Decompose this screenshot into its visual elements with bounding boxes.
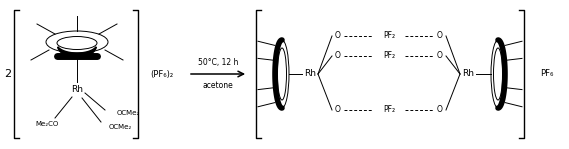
Text: 2: 2 bbox=[5, 69, 11, 79]
Text: PF₂: PF₂ bbox=[383, 31, 395, 41]
Text: acetone: acetone bbox=[203, 82, 233, 90]
Text: O: O bbox=[335, 52, 341, 60]
Text: OCMe₂: OCMe₂ bbox=[109, 124, 132, 130]
Text: PF₂: PF₂ bbox=[383, 52, 395, 60]
Text: OCMe₂: OCMe₂ bbox=[117, 110, 140, 116]
Text: O: O bbox=[437, 52, 443, 60]
Text: O: O bbox=[437, 105, 443, 114]
Text: Rh: Rh bbox=[304, 69, 316, 79]
Text: Me₂CO: Me₂CO bbox=[35, 121, 59, 127]
Text: Rh: Rh bbox=[71, 86, 83, 94]
Text: O: O bbox=[335, 105, 341, 114]
Text: (PF₆)₂: (PF₆)₂ bbox=[150, 69, 174, 79]
Text: PF₂: PF₂ bbox=[383, 105, 395, 114]
Text: Rh: Rh bbox=[462, 69, 474, 79]
Text: PF₆: PF₆ bbox=[540, 69, 554, 79]
Text: 50°C, 12 h: 50°C, 12 h bbox=[198, 59, 238, 67]
Polygon shape bbox=[58, 47, 96, 58]
Text: O: O bbox=[335, 31, 341, 41]
Text: O: O bbox=[437, 31, 443, 41]
